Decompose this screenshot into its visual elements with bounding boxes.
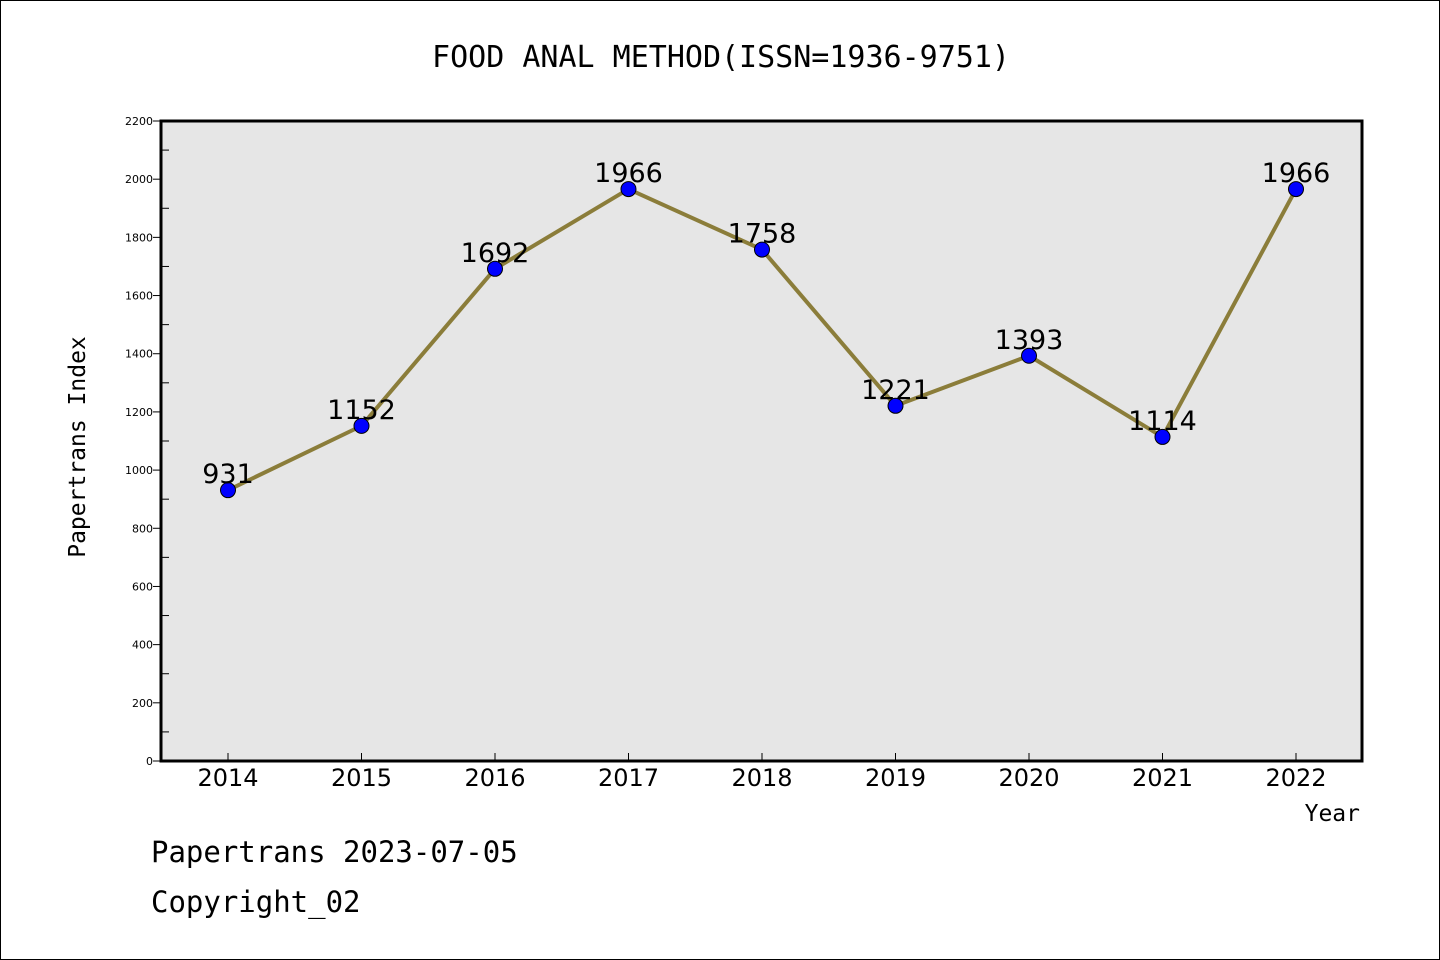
y-tick-label: 1000 xyxy=(125,464,153,477)
x-tick-label: 2020 xyxy=(998,764,1059,792)
data-label: 1692 xyxy=(461,238,530,269)
data-point xyxy=(1021,347,1037,364)
y-tick-label: 1600 xyxy=(125,290,153,303)
footer-copyright: Copyright_02 xyxy=(151,885,361,919)
chart-title: FOOD ANAL METHOD(ISSN=1936-9751) xyxy=(432,40,1010,75)
data-label: 1758 xyxy=(728,219,797,250)
x-tick-label: 2018 xyxy=(731,764,792,792)
y-axis-label: Papertrans Index xyxy=(65,336,91,558)
y-tick-label: 1800 xyxy=(125,231,153,244)
y-tick-label: 1200 xyxy=(125,406,153,419)
x-tick-label: 2016 xyxy=(464,764,525,792)
data-point xyxy=(887,397,904,414)
x-tick-label: 2022 xyxy=(1265,764,1326,792)
y-tick-label: 800 xyxy=(132,522,153,535)
x-tick-label: 2015 xyxy=(331,764,392,792)
x-tick-label: 2014 xyxy=(197,764,258,792)
data-label: 1152 xyxy=(327,395,396,426)
data-label: 1966 xyxy=(1262,158,1331,189)
data-point xyxy=(487,260,503,277)
data-point xyxy=(220,482,236,499)
footer-date: Papertrans 2023-07-05 xyxy=(151,835,518,869)
y-tick-label: 200 xyxy=(132,697,153,710)
data-point xyxy=(1154,428,1171,445)
data-point xyxy=(620,181,637,198)
y-tick-label: 0 xyxy=(146,755,153,768)
y-tick-label: 400 xyxy=(132,639,153,652)
plot-area xyxy=(161,121,1362,761)
data-point xyxy=(353,417,370,434)
data-point xyxy=(754,241,770,258)
data-label: 1393 xyxy=(995,325,1064,356)
x-tick-label: 2017 xyxy=(598,764,659,792)
data-label: 931 xyxy=(202,459,254,490)
y-tick-label: 2200 xyxy=(125,115,153,128)
x-tick-label: 2021 xyxy=(1132,764,1193,792)
y-tick-label: 1400 xyxy=(125,348,153,361)
y-tick-label: 2000 xyxy=(125,173,153,186)
data-label: 1114 xyxy=(1128,406,1197,437)
y-tick-label: 600 xyxy=(132,580,153,593)
data-label: 1221 xyxy=(861,375,930,406)
data-label: 1966 xyxy=(594,158,663,189)
x-tick-label: 2019 xyxy=(865,764,926,792)
data-point xyxy=(1288,181,1304,198)
x-axis-label: Year xyxy=(1305,801,1360,827)
